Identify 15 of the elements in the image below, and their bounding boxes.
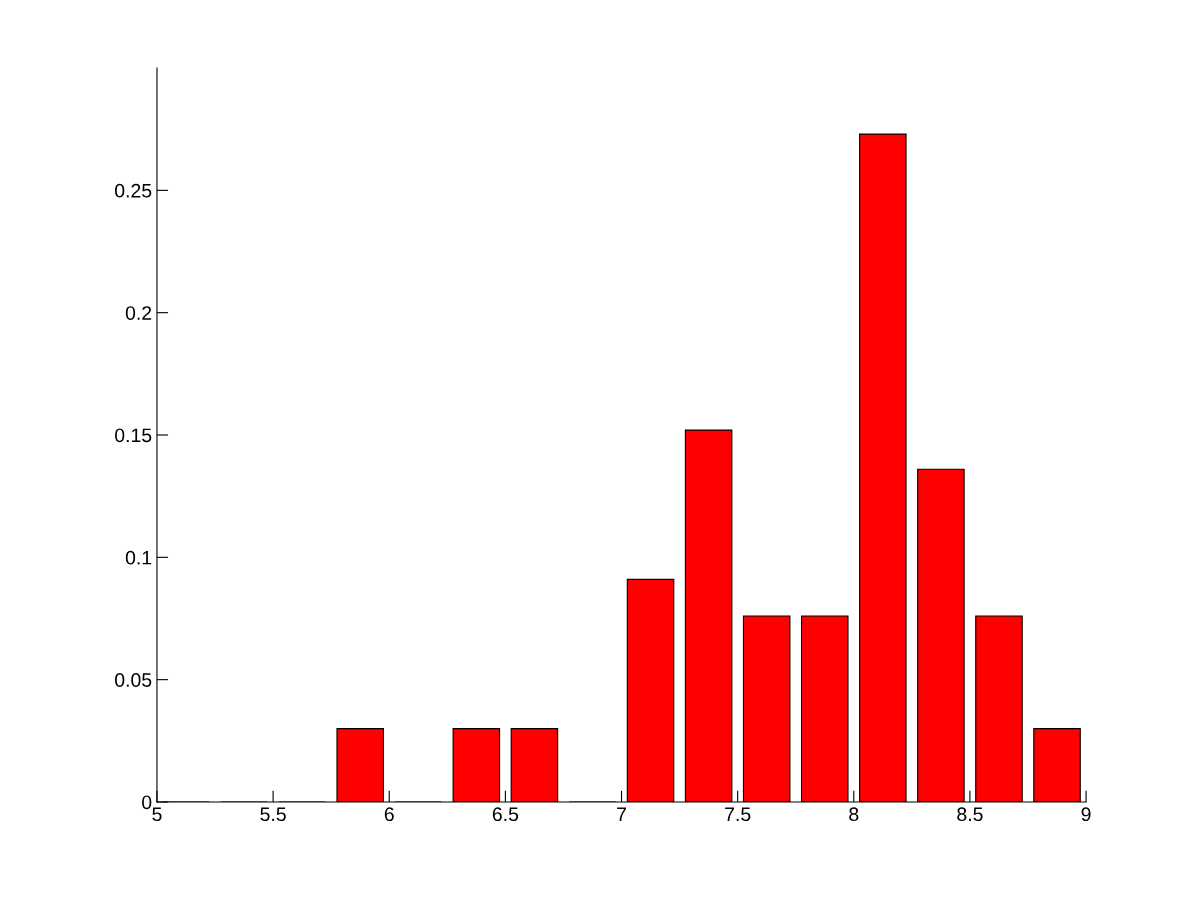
- y-tick-label: 0.25: [115, 183, 152, 198]
- x-tick-label: 6: [384, 807, 394, 822]
- y-tick-label: 0.15: [115, 428, 152, 443]
- x-tick-label: 5: [152, 807, 162, 822]
- y-tick-label: 0.2: [125, 306, 152, 320]
- x-tick-label: 7.5: [725, 807, 751, 822]
- x-tick-label: 7: [617, 807, 626, 821]
- x-tick-label: 9: [1081, 807, 1091, 822]
- y-tick-label: 0.05: [115, 673, 152, 687]
- y-tick-label: 0.1: [125, 550, 152, 565]
- y-tick-label: 0: [142, 795, 152, 810]
- x-tick-label: 8: [849, 807, 859, 822]
- x-tick-label: 6.5: [492, 807, 519, 822]
- x-tick-label: 8.5: [957, 807, 983, 822]
- x-tick-label: 5.5: [260, 807, 286, 822]
